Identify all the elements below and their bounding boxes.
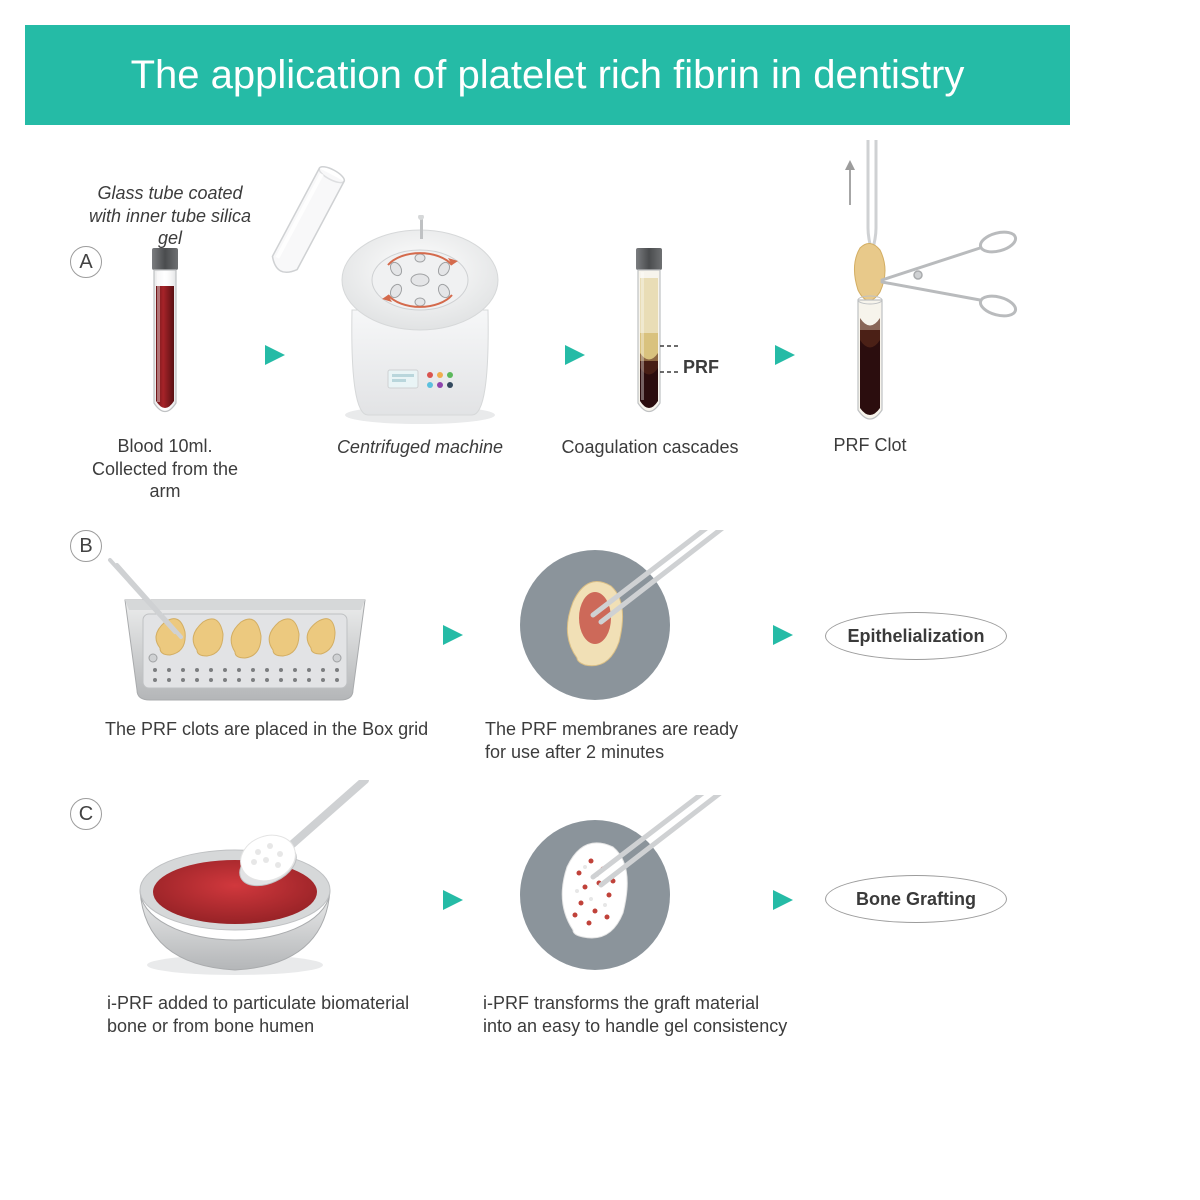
bowl-caption: i-PRF added to particulate biomaterial b… — [107, 992, 409, 1037]
box-grid-icon — [105, 540, 385, 720]
blood-tube-icon — [140, 248, 190, 428]
arrow-icon — [408, 620, 463, 650]
result-epithelialization: Epithelialization — [825, 612, 1007, 660]
transform-caption: i-PRF transforms the graft material into… — [483, 992, 787, 1037]
badge-b: B — [70, 530, 102, 562]
separated-tube-icon — [620, 248, 710, 428]
result-bone-grafting: Bone Grafting — [825, 875, 1007, 923]
arrow-icon — [738, 885, 793, 915]
prf-label: PRF — [683, 356, 719, 379]
membrane-circle-icon — [505, 530, 755, 715]
blood-caption: Blood 10ml. Collected from the arm — [80, 435, 250, 503]
arrow-icon — [408, 885, 463, 915]
prf-clot-caption: PRF Clot — [820, 434, 920, 457]
box-caption: The PRF clots are placed in the Box grid — [105, 718, 428, 741]
arrow-icon — [230, 340, 285, 370]
arrow-icon — [738, 620, 793, 650]
badge-c: C — [70, 798, 102, 830]
membrane-caption: The PRF membranes are ready for use afte… — [485, 718, 738, 763]
arrow-icon — [530, 340, 585, 370]
cascade-caption: Coagulation cascades — [560, 436, 740, 459]
bowl-icon — [120, 780, 380, 985]
arrow-icon — [740, 340, 795, 370]
tube-note: Glass tube coated with inner tube silica… — [75, 182, 265, 250]
prf-clot-icon — [820, 140, 1040, 435]
badge-a: A — [70, 246, 102, 278]
centrifuge-icon — [330, 215, 510, 430]
graft-circle-icon — [505, 795, 755, 980]
centrifuge-caption: Centrifuged machine — [320, 436, 520, 459]
title-text: The application of platelet rich fibrin … — [131, 53, 965, 98]
title-bar: The application of platelet rich fibrin … — [25, 25, 1070, 125]
